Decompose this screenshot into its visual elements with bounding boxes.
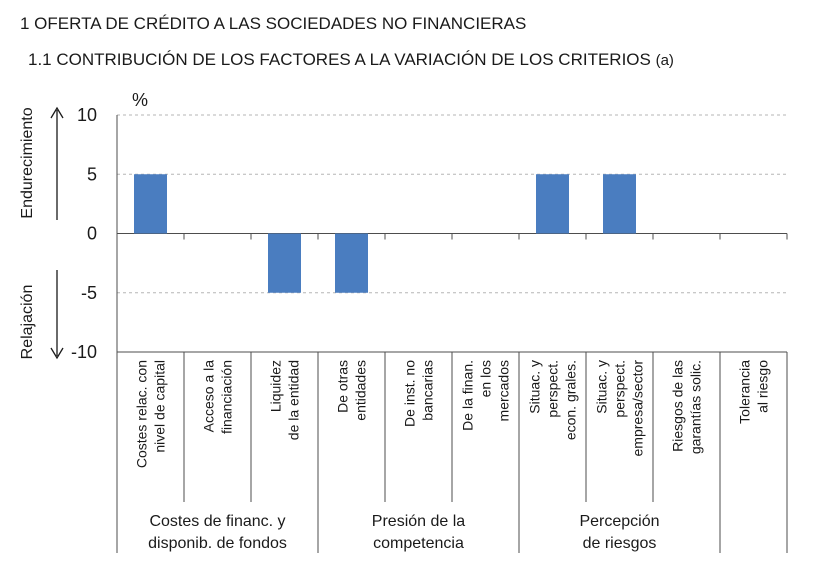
category-label-line: nivel de capital [152,360,168,453]
category-label: Acceso a la financiación [201,360,235,434]
up-arrowhead [50,106,64,119]
chart-subtitle-text: 1.1 CONTRIBUCIÓN DE LOS FACTORES A LA VA… [28,50,651,69]
side-label-up: Endurecimiento [19,107,36,218]
category-label-line: en los [478,360,494,397]
category-label-line: De la finan. [460,360,476,431]
group-label-line: Percepción [579,513,659,530]
chart-subtitle-note: (a) [655,52,674,69]
category-labels: Costes relac. con nivel de capital Acceso … [134,360,771,469]
bar [603,174,636,234]
direction-arrows: Endurecimiento Relajación [19,106,64,360]
group-label-line: de riesgos [583,535,657,552]
category-label-line: econ. grales. [563,360,579,440]
group-label: Presión de la competencia [372,513,465,552]
category-label-line: garantías solic. [688,360,704,454]
category-label-line: De otras [335,360,351,413]
bar [134,174,167,234]
category-label-line: Acceso a la [201,360,217,433]
category-label-line: mercados [496,360,512,421]
category-label: Situac. y perspect. econ. grales. [527,360,579,440]
y-tick-label: 10 [77,105,97,125]
y-unit-label: % [132,90,148,110]
category-label-line: Costes relac. con [134,360,150,468]
group-label: Costes de financ. y disponib. de fondos [148,513,287,552]
y-tick-label: -5 [81,283,97,303]
category-label-line: Situac. y [594,360,610,414]
category-label: Liquidez de la entidad [268,360,302,440]
category-label-line: al riesgo [755,360,771,413]
category-label-line: De inst. no [402,360,418,427]
chart-title: 1 OFERTA DE CRÉDITO A LAS SOCIEDADES NO … [20,14,527,33]
down-arrowhead [50,347,64,360]
group-label-line: disponib. de fondos [148,535,287,552]
bars [134,174,636,293]
y-tick-label: 0 [87,224,97,244]
bar [268,233,301,293]
category-label: Costes relac. con nivel de capital [134,360,168,468]
side-label-down: Relajación [19,285,36,360]
category-label-line: Riesgos de las [670,360,686,452]
chart-subtitle: 1.1 CONTRIBUCIÓN DE LOS FACTORES A LA VA… [28,50,674,70]
category-label: De inst. no bancarias [402,360,436,427]
category-label-line: de la entidad [286,360,302,440]
category-label-line: Situac. y [527,360,543,414]
bar [335,233,368,293]
chart-frame [116,115,788,553]
bar [536,174,569,234]
group-labels: Costes de financ. y disponib. de fondos Pr… [148,513,659,552]
category-label: Riesgos de las garantías solic. [670,360,704,454]
category-label: De la finan. en los mercados [460,360,512,431]
group-label-line: competencia [373,535,464,552]
category-label-line: perspect. [612,360,628,418]
category-label: Tolerancia al riesgo [737,360,771,424]
category-label-line: Liquidez [268,360,284,412]
category-label-line: bancarias [420,360,436,421]
category-label-line: Tolerancia [737,360,753,424]
y-tick-label: 5 [87,164,97,184]
category-label-line: financiación [219,360,235,434]
y-axis: 10 5 0 -5 -10 [71,105,97,362]
category-label-line: empresa/sector [630,360,646,457]
category-label: Situac. y perspect. empresa/sector [594,360,646,457]
category-label-line: entidades [353,360,369,421]
category-label: De otras entidades [335,360,369,421]
y-tick-label: -10 [71,342,97,362]
category-label-line: perspect. [545,360,561,418]
group-label-line: Costes de financ. y [149,513,285,530]
group-label: Percepción de riesgos [579,513,659,552]
group-label-line: Presión de la [372,513,465,530]
